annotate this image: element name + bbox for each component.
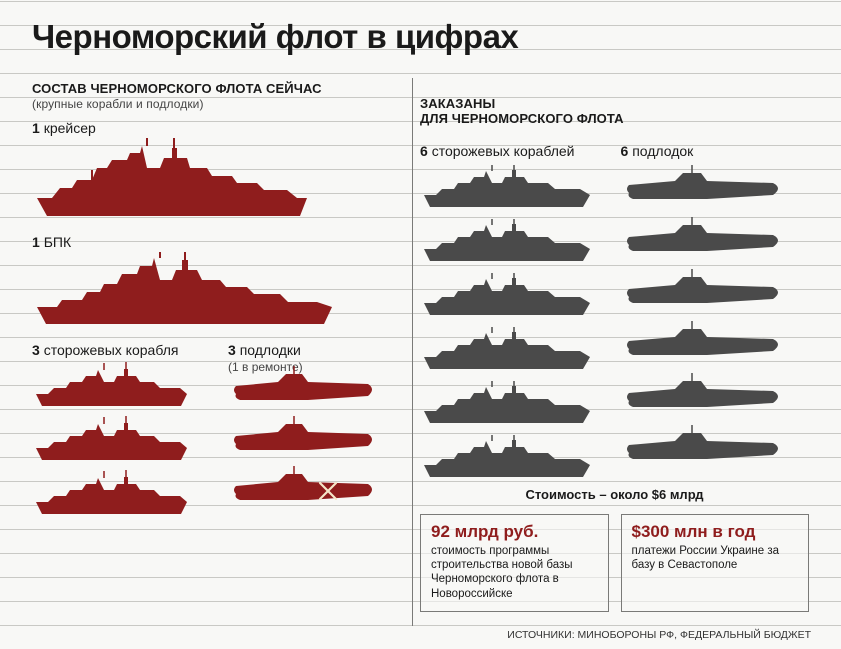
column-divider bbox=[412, 78, 413, 626]
ordered-subs-stack bbox=[621, 165, 810, 481]
frigates-text: сторожевых корабля bbox=[44, 342, 179, 358]
ordered-subs-text: подлодок bbox=[632, 143, 693, 159]
box1-desc: стоимость программы строительства новой … bbox=[431, 544, 598, 602]
ordered-cost: Стоимость – около $6 млрд bbox=[420, 487, 809, 502]
frigates-label: 3 сторожевых корабля bbox=[32, 342, 204, 358]
left-column: СОСТАВ ЧЕРНОМОРСКОГО ФЛОТА СЕЙЧАС (крупн… bbox=[32, 64, 400, 612]
box2-desc: платежи России Украине за базу в Севасто… bbox=[632, 544, 799, 573]
bpk-text: БПК bbox=[44, 234, 71, 250]
subs-count: 3 bbox=[228, 342, 236, 358]
frigates-block: 3 сторожевых корабля bbox=[32, 334, 204, 518]
bpk-count: 1 bbox=[32, 234, 40, 250]
left-subheading: (крупные корабли и подлодки) bbox=[32, 97, 204, 111]
ordered-frigate-silhouette bbox=[420, 165, 595, 211]
cruiser-count: 1 bbox=[32, 120, 40, 136]
subs-text: подлодки bbox=[240, 342, 301, 358]
ordered-sub-silhouette bbox=[621, 217, 786, 261]
ordered-sub-silhouette bbox=[621, 269, 786, 313]
ordered-frigate-silhouette bbox=[420, 273, 595, 319]
right-heading: ЗАКАЗАНЫ ДЛЯ ЧЕРНОМОРСКОГО ФЛОТА bbox=[420, 82, 809, 127]
current-fleet-grid: 1 крейсер 1 БПК bbox=[32, 120, 400, 518]
box1-big: 92 млрд руб. bbox=[431, 523, 598, 542]
ordered-frigate-silhouette bbox=[420, 327, 595, 373]
ordered-subs-label: 6 подлодок bbox=[621, 143, 810, 159]
sub-silhouette-repair bbox=[228, 466, 378, 510]
cruiser-label: 1 крейсер bbox=[32, 120, 400, 136]
left-heading: СОСТАВ ЧЕРНОМОРСКОГО ФЛОТА СЕЙЧАС (крупн… bbox=[32, 82, 400, 112]
right-column: ЗАКАЗАНЫ ДЛЯ ЧЕРНОМОРСКОГО ФЛОТА 6 сторо… bbox=[420, 64, 809, 612]
frigates-count: 3 bbox=[32, 342, 40, 358]
frigate-silhouette bbox=[32, 362, 192, 410]
sub-silhouette bbox=[228, 416, 378, 460]
ordered-frigates-label: 6 сторожевых кораблей bbox=[420, 143, 609, 159]
box-novorossiysk: 92 млрд руб. стоимость программы строите… bbox=[420, 514, 609, 612]
ordered-sub-silhouette bbox=[621, 425, 786, 469]
ordered-frigates-stack bbox=[420, 165, 609, 481]
ordered-sub-silhouette bbox=[621, 165, 786, 209]
ordered-subs-count: 6 bbox=[621, 143, 629, 159]
columns: СОСТАВ ЧЕРНОМОРСКОГО ФЛОТА СЕЙЧАС (крупн… bbox=[32, 64, 809, 612]
frigates-stack bbox=[32, 362, 204, 518]
infographic-page: Черноморский флот в цифрах СОСТАВ ЧЕРНОМ… bbox=[0, 0, 841, 649]
frigate-sub-row: 3 сторожевых корабля 3 подлодки bbox=[32, 334, 400, 518]
bpk-label: 1 БПК bbox=[32, 234, 400, 250]
info-boxes: 92 млрд руб. стоимость программы строите… bbox=[420, 514, 809, 612]
ordered-frigates-count: 6 bbox=[420, 143, 428, 159]
page-title: Черноморский флот в цифрах bbox=[32, 18, 809, 56]
ordered-grid bbox=[420, 165, 809, 481]
ordered-frigate-silhouette bbox=[420, 219, 595, 265]
ordered-sub-silhouette bbox=[621, 373, 786, 417]
cruiser-text: крейсер bbox=[44, 120, 96, 136]
box2-big: $300 млн в год bbox=[632, 523, 799, 542]
ordered-frigate-silhouette bbox=[420, 435, 595, 481]
ordered-frigate-silhouette bbox=[420, 381, 595, 427]
source-line: ИСТОЧНИКИ: МИНОБОРОНЫ РФ, ФЕДЕРАЛЬНЫЙ БЮ… bbox=[507, 629, 811, 641]
frigate-silhouette bbox=[32, 470, 192, 518]
sub-silhouette bbox=[228, 366, 378, 410]
ordered-frigates-text: сторожевых кораблей bbox=[432, 143, 575, 159]
right-heading-text: ЗАКАЗАНЫ ДЛЯ ЧЕРНОМОРСКОГО ФЛОТА bbox=[420, 96, 624, 126]
subs-block: 3 подлодки (1 в ремонте) bbox=[228, 334, 400, 518]
ordered-sub-silhouette bbox=[621, 321, 786, 365]
box-sevastopol: $300 млн в год платежи России Украине за… bbox=[621, 514, 810, 612]
ordered-labels: 6 сторожевых кораблей 6 подлодок bbox=[420, 135, 809, 161]
frigate-silhouette bbox=[32, 416, 192, 464]
cruiser-silhouette bbox=[32, 138, 312, 226]
bpk-silhouette bbox=[32, 252, 342, 334]
subs-stack bbox=[228, 366, 400, 510]
left-heading-text: СОСТАВ ЧЕРНОМОРСКОГО ФЛОТА СЕЙЧАС bbox=[32, 81, 322, 96]
